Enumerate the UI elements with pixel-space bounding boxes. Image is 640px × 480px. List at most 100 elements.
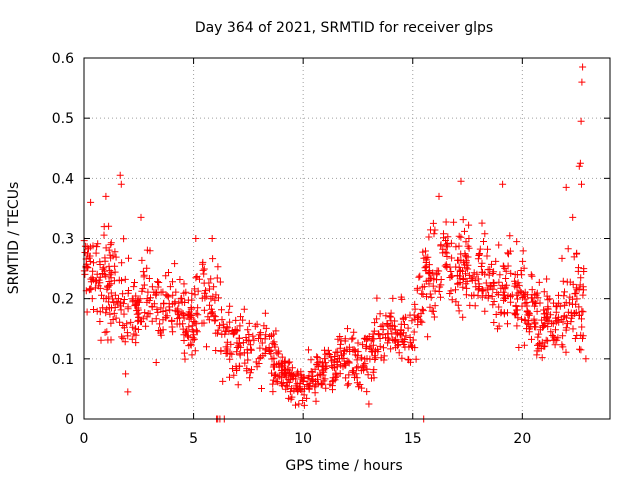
data-point [577, 274, 585, 282]
data-point [551, 341, 559, 349]
data-point [465, 235, 473, 242]
data-point [405, 356, 413, 364]
data-point [117, 306, 125, 314]
data-point [111, 268, 119, 276]
data-point [286, 358, 294, 366]
data-point [489, 301, 497, 309]
data-point [517, 267, 525, 274]
data-point [299, 397, 307, 404]
data-point [278, 353, 286, 361]
data-point [192, 274, 200, 282]
data-point [138, 256, 146, 264]
data-point [490, 319, 498, 326]
data-point [539, 323, 547, 331]
data-point [502, 267, 510, 275]
data-point [512, 310, 520, 318]
data-point [476, 245, 484, 253]
data-point [417, 317, 425, 325]
data-point [154, 278, 161, 286]
data-point [427, 293, 435, 301]
data-point [328, 377, 336, 385]
data-point [370, 327, 378, 335]
data-point [200, 279, 208, 287]
data-point [502, 275, 510, 282]
data-point [88, 274, 96, 282]
data-point [93, 270, 101, 278]
data-point [272, 371, 280, 379]
data-point [441, 262, 449, 270]
data-point [490, 268, 498, 276]
data-point [483, 252, 491, 260]
data-point [544, 337, 552, 345]
data-point [305, 346, 312, 354]
data-point [374, 330, 382, 338]
data-point [466, 301, 474, 309]
data-point [371, 319, 379, 327]
data-point [566, 293, 574, 301]
data-point [447, 268, 455, 275]
data-point [418, 318, 426, 326]
data-point [430, 230, 438, 238]
data-point [110, 309, 118, 317]
data-point [156, 320, 164, 328]
data-point [134, 296, 142, 304]
data-point [293, 370, 301, 378]
data-point [565, 299, 573, 307]
data-point [478, 259, 486, 267]
data-point [239, 339, 247, 347]
data-point [442, 218, 450, 226]
data-point [179, 320, 187, 328]
data-point [392, 344, 400, 352]
data-point [543, 309, 551, 317]
data-point [112, 314, 120, 322]
data-point [569, 213, 577, 221]
data-point [370, 366, 378, 374]
data-point [357, 354, 365, 362]
data-point [413, 284, 421, 292]
data-point [255, 335, 262, 342]
data-point [481, 230, 489, 238]
data-point [244, 356, 252, 364]
data-point [304, 382, 312, 390]
data-point [119, 322, 127, 329]
data-point [520, 341, 528, 349]
data-point [191, 318, 199, 326]
data-point [122, 370, 130, 378]
data-point [376, 342, 384, 350]
data-point [489, 279, 497, 286]
data-point [512, 302, 520, 310]
data-point [497, 308, 505, 316]
data-point [198, 319, 206, 327]
data-point [140, 273, 148, 281]
data-point [142, 322, 150, 330]
data-point [109, 295, 117, 303]
data-point [105, 262, 113, 270]
data-point [182, 327, 190, 335]
data-point [171, 260, 179, 268]
data-point [226, 355, 234, 363]
data-point [441, 248, 449, 256]
data-point [261, 309, 269, 317]
data-point [402, 332, 410, 340]
data-point [408, 342, 416, 350]
data-point [132, 302, 139, 310]
data-point [83, 243, 91, 251]
data-point [429, 282, 437, 290]
data-point [259, 352, 267, 360]
data-point [576, 345, 583, 353]
data-point [153, 305, 161, 313]
data-point [484, 294, 492, 302]
data-point [281, 357, 289, 365]
data-point [100, 231, 108, 239]
data-point [463, 284, 471, 292]
x-tick-label: 5 [189, 431, 198, 447]
data-point [410, 311, 418, 319]
data-point [163, 312, 171, 320]
data-point [395, 349, 403, 357]
data-point [516, 287, 524, 295]
data-point [426, 290, 434, 298]
data-point [216, 278, 224, 286]
data-point [519, 247, 527, 255]
data-point [353, 374, 361, 382]
data-point [459, 313, 467, 321]
